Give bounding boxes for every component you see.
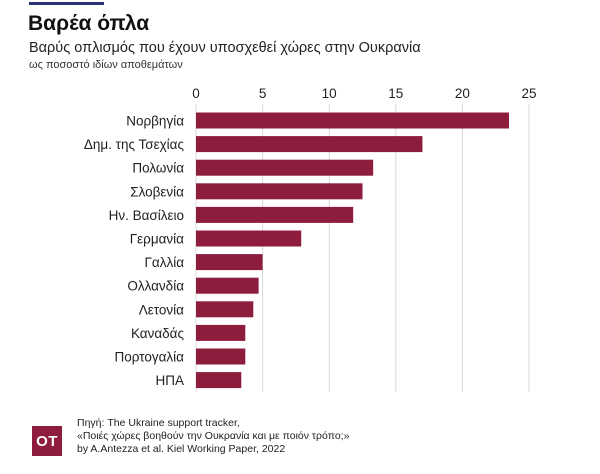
category-label: Πολωνία — [132, 161, 184, 176]
x-tick-label: 20 — [455, 86, 470, 101]
source-line: by A.Antezza et al. Kiel Working Paper, … — [77, 443, 286, 455]
chart-subtitle: Βαρύς οπλισμός που έχουν υποσχεθεί χώρες… — [29, 40, 421, 56]
bar — [196, 112, 510, 129]
category-label: Καναδάς — [131, 326, 185, 341]
category-label: Γερμανία — [130, 232, 184, 247]
bar — [196, 136, 423, 153]
category-label: Πορτογαλία — [114, 350, 184, 365]
source-line: Πηγή: The Ukraine support tracker, — [77, 417, 240, 429]
source-note: Πηγή: The Ukraine support tracker, «Ποιέ… — [77, 417, 349, 456]
category-label: Σλοβενία — [130, 184, 184, 199]
bar — [196, 254, 263, 271]
bar — [196, 372, 242, 389]
x-axis-ticks: 0 5 10 15 20 25 — [192, 86, 536, 101]
bar — [196, 348, 246, 365]
bar — [196, 324, 246, 341]
x-tick-label: 15 — [388, 86, 403, 101]
source-line: «Ποιές χώρες βοηθούν την Ουκρανία και με… — [77, 430, 350, 442]
bar — [196, 159, 374, 176]
chart-unit-note: ως ποσοστό ιδίων αποθεμάτων — [29, 59, 183, 71]
bar — [196, 277, 259, 294]
category-label: Ην. Βασίλειο — [109, 208, 184, 223]
category-label: Ολλανδία — [127, 279, 184, 294]
bar — [196, 301, 254, 318]
ot-logo: OT — [32, 426, 62, 456]
bar — [196, 206, 354, 223]
x-tick-label: 5 — [259, 86, 267, 101]
x-tick-label: 0 — [192, 86, 200, 101]
category-label: ΗΠΑ — [155, 373, 184, 388]
category-label: Δημ. της Τσεχίας — [84, 137, 185, 152]
x-tick-label: 25 — [521, 86, 536, 101]
bar — [196, 230, 302, 247]
bar — [196, 183, 363, 200]
category-label: Λετονία — [139, 302, 184, 317]
category-label: Γαλλία — [144, 255, 184, 270]
category-labels: Νορβηγία Δημ. της Τσεχίας Πολωνία Σλοβενία Η… — [84, 114, 185, 389]
accent-rule — [29, 2, 104, 5]
category-label: Νορβηγία — [126, 114, 184, 129]
bars — [196, 112, 510, 389]
chart-title: Βαρέα όπλα — [28, 12, 150, 35]
x-tick-label: 10 — [322, 86, 337, 101]
